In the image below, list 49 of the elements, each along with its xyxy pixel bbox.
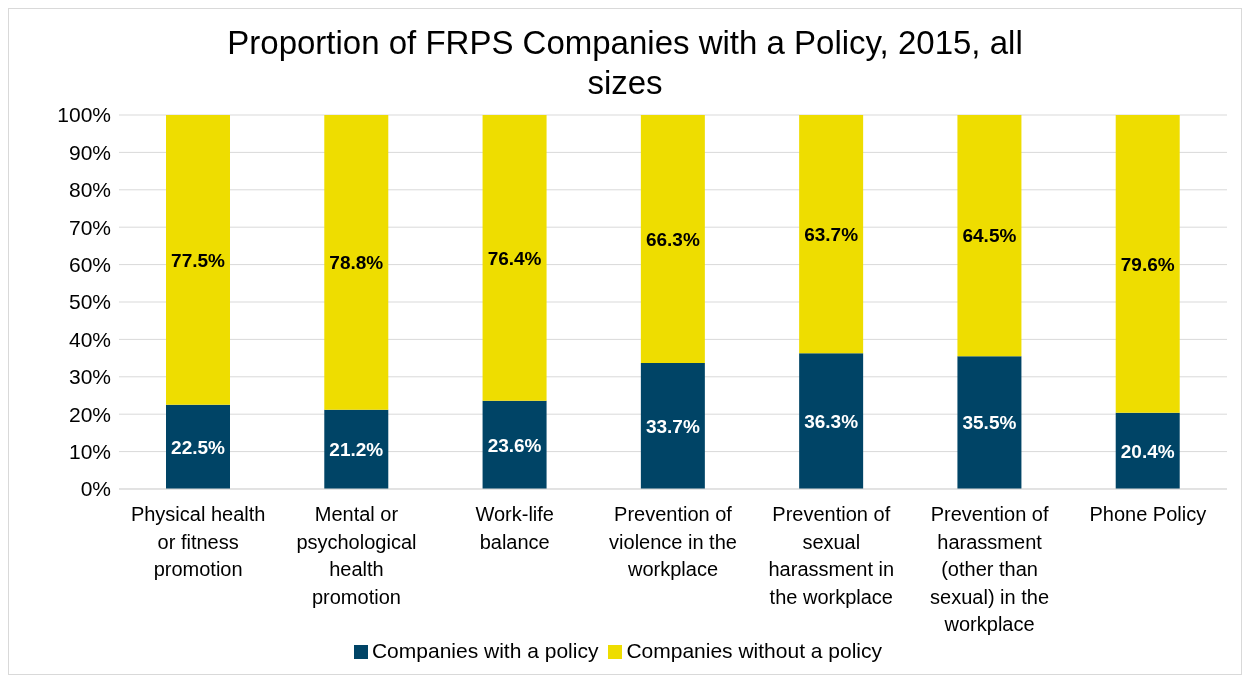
y-tick-label: 60% xyxy=(68,253,111,277)
x-tick-label: Prevention of sexual harassment in the workplace xyxy=(768,503,895,608)
x-tick-label: Prevention of harassment (other than sexual) in the workplace xyxy=(930,503,1050,635)
data-label: 64.5% xyxy=(962,225,1017,247)
y-tick-label: 40% xyxy=(68,327,111,351)
bar xyxy=(957,356,1022,489)
y-tick-label: 20% xyxy=(68,402,111,426)
chart-title: Proportion of FRPS Companies with a Policy, 2015, all sizes xyxy=(226,23,1024,103)
bar xyxy=(799,353,864,489)
y-tick-label: 0% xyxy=(80,477,111,501)
legend-label: Companies with a policy xyxy=(371,639,599,662)
x-tick-label: Physical health or fitness promotion xyxy=(130,503,266,580)
y-tick-label: 50% xyxy=(68,290,111,314)
x-tick-label: Phone Policy xyxy=(1089,503,1207,525)
data-label: 23.6% xyxy=(487,434,542,456)
bar xyxy=(640,362,705,489)
y-tick-label: 90% xyxy=(68,140,111,164)
data-label: 63.7% xyxy=(804,223,859,245)
y-tick-label: 30% xyxy=(68,365,111,389)
bar xyxy=(1115,412,1180,489)
legend-label: Companies without a policy xyxy=(626,639,883,662)
bar xyxy=(799,115,864,354)
y-tick-label: 80% xyxy=(68,178,111,202)
data-label: 20.4% xyxy=(1120,440,1175,462)
data-label: 78.8% xyxy=(329,252,384,274)
data-label: 36.3% xyxy=(804,410,859,432)
bar xyxy=(166,404,230,489)
x-tick-label: Mental or psychological health promotion xyxy=(296,503,417,608)
bar xyxy=(324,115,389,410)
data-label: 76.4% xyxy=(487,247,542,269)
y-tick-label: 10% xyxy=(68,440,111,464)
y-tick-label: 100% xyxy=(57,103,111,127)
bar xyxy=(957,115,1022,357)
data-label: 21.2% xyxy=(329,439,384,461)
bar xyxy=(324,409,389,489)
data-label: 33.7% xyxy=(645,415,700,437)
bar xyxy=(482,115,547,401)
x-tick-label: Work-life balance xyxy=(475,503,554,553)
bar xyxy=(166,115,230,405)
y-tick-label: 70% xyxy=(68,215,111,239)
x-tick-label: Prevention of violence in the workplace xyxy=(609,503,737,580)
data-label: 22.5% xyxy=(171,436,226,458)
data-label: 35.5% xyxy=(962,412,1017,434)
data-label: 79.6% xyxy=(1120,253,1175,275)
data-label: 77.5% xyxy=(171,249,226,271)
bar xyxy=(482,400,547,489)
bar xyxy=(1115,115,1180,413)
bar xyxy=(640,115,705,363)
data-label: 66.3% xyxy=(645,228,700,250)
